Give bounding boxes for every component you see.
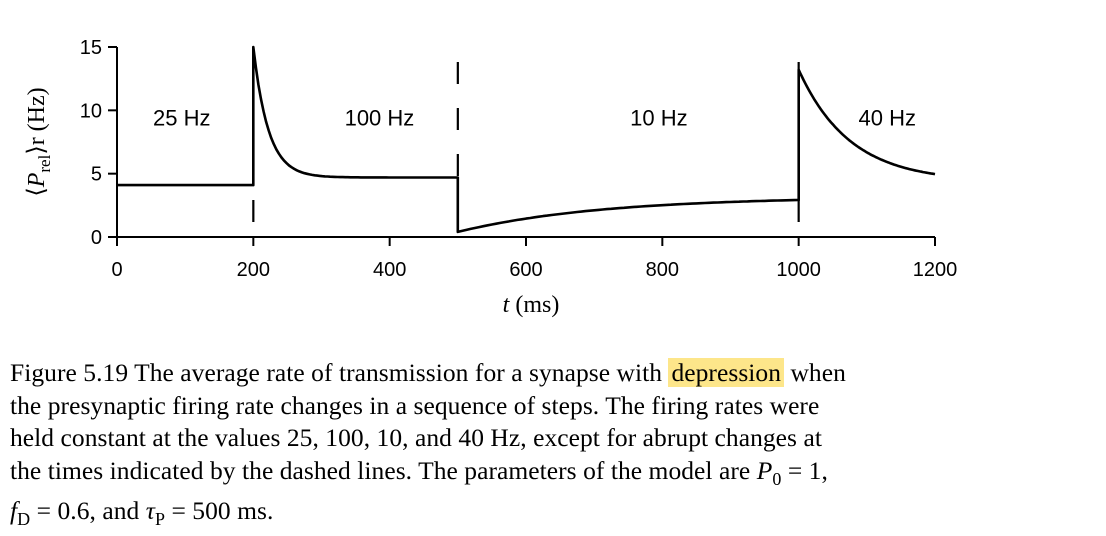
math-symbol: f — [10, 496, 18, 526]
rate-annotation: 40 Hz — [859, 106, 916, 131]
caption-line: held constant at the values 25, 100, 10,… — [10, 423, 822, 452]
x-axis-label: t (ms) — [503, 292, 560, 318]
caption-line: Figure 5.19 The average rate of transmis… — [10, 358, 846, 387]
depression-figure: 0 5 10 15 0 200 400 600 800 1000 1200 25 Hz 100 Hz 10… — [24, 37, 958, 318]
rate-annotation: 25 Hz — [153, 106, 210, 131]
math-symbol: P — [756, 455, 773, 485]
caption-line: the times indicated by the dashed lines.… — [10, 455, 828, 489]
x-tick-label: 1000 — [776, 259, 821, 281]
x-tick-label: 200 — [237, 259, 270, 281]
y-tick-label: 10 — [80, 100, 102, 122]
math-symbol: τ — [145, 496, 155, 526]
figure-caption: Figure 5.19 The average rate of transmis… — [10, 357, 1100, 536]
transmission-rate-line — [117, 45, 936, 234]
x-tick-label: 0 — [111, 259, 122, 281]
rate-annotation: 10 Hz — [630, 106, 687, 131]
math-subscript: D — [17, 509, 31, 530]
caption-line: fD = 0.6, and τP = 500 ms. — [10, 496, 274, 530]
math-subscript: P — [154, 509, 166, 530]
y-tick-label: 15 — [80, 37, 102, 59]
caption-line: the presynaptic firing rate changes in a… — [10, 390, 820, 420]
y-axis-label: ⟨Prel⟩r (Hz) — [24, 87, 54, 196]
x-tick-label: 600 — [509, 259, 542, 281]
x-tick-label: 1200 — [913, 259, 958, 281]
y-tick-label: 0 — [91, 227, 102, 249]
highlighted-term: depression — [668, 358, 785, 387]
math-subscript: 0 — [772, 468, 782, 489]
rate-annotation: 100 Hz — [345, 106, 415, 131]
chart: 0 5 10 15 0 200 400 600 800 1000 1200 25 Hz 100 Hz 10… — [24, 37, 958, 318]
y-tick-label: 5 — [91, 164, 102, 186]
x-tick-label: 800 — [646, 259, 679, 281]
x-tick-label: 400 — [373, 259, 406, 281]
